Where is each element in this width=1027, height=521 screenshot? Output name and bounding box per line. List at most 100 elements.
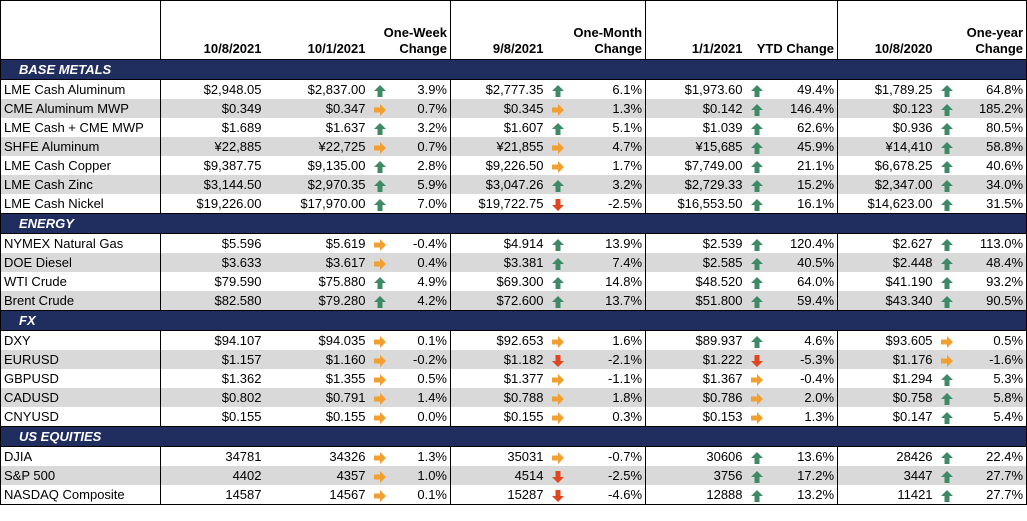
trend-arrow-cell [745, 253, 768, 272]
percent-change: -0.2% [390, 350, 451, 369]
trend-arrow-cell [546, 466, 569, 485]
prior-value: $48.520 [645, 272, 746, 291]
up-arrow-icon [940, 276, 954, 290]
right-arrow-icon [373, 373, 387, 387]
percent-change: 40.5% [767, 253, 838, 272]
trend-arrow-cell [745, 466, 768, 485]
prior-value: 28426 [837, 446, 936, 466]
prior-value: $0.345 [450, 99, 547, 118]
up-arrow-icon [940, 179, 954, 193]
instrument-name: S&P 500 [0, 466, 161, 485]
trend-arrow-cell [369, 272, 391, 291]
right-arrow-icon [373, 103, 387, 117]
percent-change: 2.0% [767, 388, 838, 407]
percent-change: 14.8% [605, 274, 643, 289]
trend-arrow-cell [746, 447, 768, 467]
percent-change: 13.7% [568, 291, 646, 311]
trend-arrow-cell [547, 156, 569, 175]
header-week-ago: 10/1/2021 [264, 0, 369, 60]
prior-value: $0.147 [837, 407, 936, 427]
header-name [0, 0, 161, 60]
trend-arrow-cell [547, 369, 569, 388]
current-value: ¥22,885 [160, 137, 265, 156]
percent-change: 1.4% [390, 388, 451, 407]
percent-change: -2.5% [608, 196, 643, 211]
percent-change: 0.1% [390, 485, 451, 505]
table-row: CADUSD $0.802 $0.791 1.4% $0.788 1.8% $0.786 2.… [0, 388, 1027, 407]
percent-change: 15.2% [767, 175, 838, 194]
up-arrow-icon [551, 238, 565, 252]
instrument-name: NASDAQ Composite [0, 485, 161, 505]
percent-change: 3.2% [568, 175, 646, 194]
prior-value: $0.347 [264, 99, 369, 118]
percent-change: 1.8% [568, 388, 646, 407]
up-arrow-icon [551, 179, 565, 193]
up-arrow-icon [940, 103, 954, 117]
prior-value: $16,553.50 [645, 194, 746, 214]
percent-change: 13.9% [605, 236, 643, 251]
right-arrow-icon [373, 451, 387, 465]
percent-change: -1.1% [608, 371, 643, 386]
down-arrow-icon [551, 489, 565, 503]
current-value: $0.802 [160, 388, 265, 407]
percent-change: 3.2% [417, 120, 447, 135]
up-arrow-icon [373, 84, 387, 98]
trend-arrow-cell [935, 485, 958, 505]
prior-value: $0.155 [450, 407, 547, 427]
up-arrow-icon [551, 276, 565, 290]
table-row: NYMEX Natural Gas $5.596 $5.619 -0.4% $4.914… [0, 233, 1027, 253]
trend-arrow-cell [746, 194, 768, 214]
percent-change: 40.6% [957, 156, 1027, 175]
instrument-name: CNYUSD [0, 407, 161, 427]
prior-value: 3756 [645, 466, 746, 485]
prior-value: $1.355 [325, 371, 366, 386]
percent-change: -5.3% [767, 350, 838, 369]
prior-value: $1.039 [645, 118, 746, 137]
prior-value: $4.914 [450, 233, 547, 253]
prior-value: $79.280 [264, 291, 369, 311]
percent-change: 5.3% [957, 369, 1027, 388]
current-value: 14587 [160, 485, 265, 505]
percent-change: 0.5% [957, 330, 1027, 350]
instrument-name: SHFE Aluminum [0, 137, 161, 156]
current-value: $0.155 [160, 407, 265, 427]
trend-arrow-cell [935, 175, 958, 194]
percent-change: 5.8% [957, 388, 1027, 407]
prior-value: $1.367 [645, 369, 746, 388]
trend-arrow-cell [547, 447, 569, 467]
up-arrow-icon [750, 198, 764, 212]
trend-arrow-cell [368, 388, 391, 407]
table-row: LME Cash Copper $9,387.75 $9,135.00 2.8% $9,… [0, 156, 1027, 175]
trend-arrow-cell [546, 99, 569, 118]
prior-value: $0.155 [325, 409, 366, 424]
trend-arrow-cell [546, 291, 569, 311]
table-row: WTI Crude $79.590 $75.880 4.9% $69.300 14.8% $… [0, 272, 1027, 291]
up-arrow-icon [940, 489, 954, 503]
up-arrow-icon [750, 470, 764, 484]
table-row: LME Cash Aluminum $2,948.05 $2,837.00 3.9% $… [0, 79, 1027, 99]
current-value: $1.689 [160, 118, 265, 137]
percent-change: 1.6% [612, 333, 643, 348]
instrument-name: CME Aluminum MWP [0, 99, 161, 118]
trend-arrow-cell [935, 466, 958, 485]
trend-arrow-cell [936, 156, 958, 175]
prior-value: $3,047.26 [450, 175, 547, 194]
prior-value: ¥15,685 [645, 137, 746, 156]
percent-change: 4.6% [804, 333, 835, 348]
prior-value: $9,135.00 [307, 158, 366, 173]
prior-value: ¥21,855 [450, 137, 547, 156]
trend-arrow-cell [546, 175, 569, 194]
percent-change: 5.9% [390, 175, 451, 194]
trend-arrow-cell [936, 194, 958, 214]
percent-change: 4.9% [417, 274, 447, 289]
up-arrow-icon [750, 257, 764, 271]
trend-arrow-cell [546, 350, 569, 369]
prior-value: $14,623.00 [837, 194, 936, 214]
prior-value: $19,722.75 [450, 194, 547, 214]
percent-change: 7.4% [568, 253, 646, 272]
percent-change: 93.2% [957, 272, 1027, 291]
instrument-name: EURUSD [0, 350, 161, 369]
right-arrow-icon [551, 335, 565, 349]
table-row: DJIA 34781 34326 1.3% 35031 -0.7% 30606 13.6% 28… [0, 446, 1027, 467]
trend-arrow-cell [746, 118, 768, 137]
